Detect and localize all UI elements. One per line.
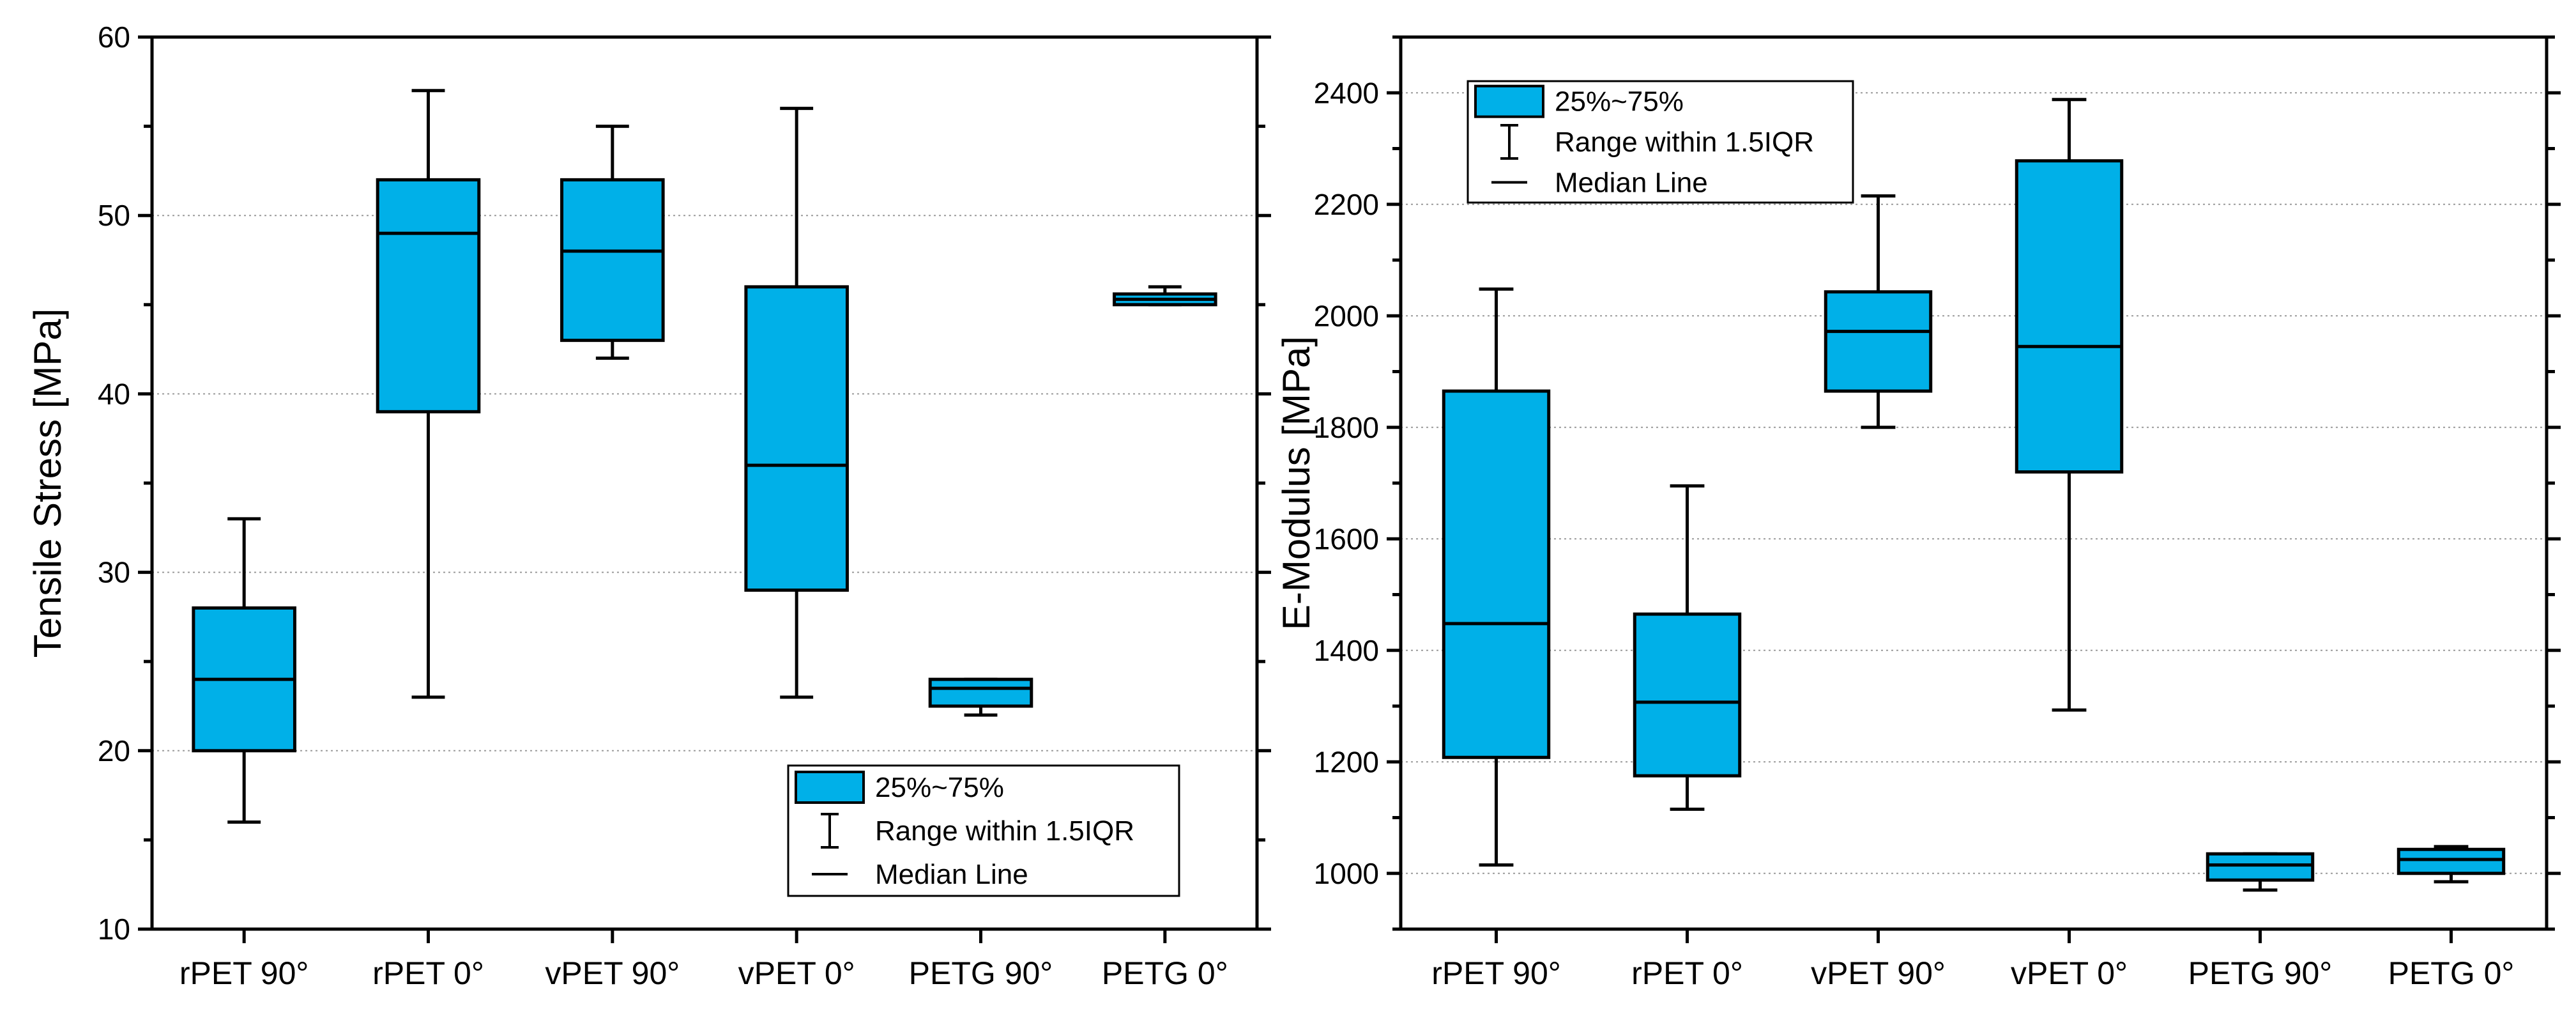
box-5 bbox=[2397, 845, 2506, 884]
y-tick-label: 2400 bbox=[1314, 76, 1379, 109]
y-tick-label: 40 bbox=[98, 377, 130, 410]
y-tick-label: 1800 bbox=[1314, 411, 1379, 444]
x-tick-label: PETG 0° bbox=[2388, 955, 2515, 991]
iqr-box bbox=[928, 677, 1033, 708]
y-axis-title: Tensile Stress [MPa] bbox=[26, 309, 69, 658]
legend: 25%~75% Range within 1.5IQR Median Line bbox=[787, 764, 1180, 897]
iqr-box bbox=[2206, 852, 2315, 882]
iqr-box bbox=[2397, 847, 2506, 875]
x-tick-label: vPET 0° bbox=[738, 955, 855, 991]
x-tick-label: PETG 0° bbox=[1102, 955, 1228, 991]
iqr-box bbox=[2015, 159, 2124, 474]
y-tick-label: 30 bbox=[98, 556, 130, 589]
box-0 bbox=[192, 517, 296, 824]
iqr-box bbox=[1442, 389, 1551, 759]
box-0 bbox=[1442, 287, 1551, 867]
x-tick-label: rPET 0° bbox=[372, 955, 484, 991]
box-1 bbox=[376, 89, 481, 699]
legend-median-label: Median Line bbox=[875, 859, 1028, 890]
x-tick-label: rPET 0° bbox=[1631, 955, 1743, 991]
x-tick-label: rPET 90° bbox=[1431, 955, 1561, 991]
iqr-box bbox=[744, 285, 849, 592]
y-tick-label: 1600 bbox=[1314, 522, 1379, 555]
box-4 bbox=[2206, 852, 2315, 892]
x-tick-label: PETG 90° bbox=[909, 955, 1053, 991]
y-axis-title: E-Modulus [MPa] bbox=[1275, 336, 1318, 630]
x-tick-label: vPET 90° bbox=[1811, 955, 1946, 991]
e-modulus-panel: 1000 1200 1400 1600 1800 2000 2200 2400 rPET 90°… bbox=[1275, 35, 2561, 991]
x-tick-label: vPET 0° bbox=[2011, 955, 2128, 991]
x-tick-label: vPET 90° bbox=[545, 955, 680, 991]
iqr-box bbox=[1824, 290, 1933, 393]
legend-box-swatch bbox=[795, 771, 865, 804]
box-2 bbox=[560, 125, 665, 360]
legend-box-swatch bbox=[1474, 84, 1544, 118]
y-tick-label: 1200 bbox=[1314, 745, 1379, 778]
iqr-box bbox=[560, 178, 665, 343]
y-tick-label: 20 bbox=[98, 734, 130, 767]
y-tick-label: 50 bbox=[98, 199, 130, 232]
legend-box-label: 25%~75% bbox=[1555, 86, 1684, 118]
tensile-stress-panel: 10 20 30 40 50 60 rPET 90° rPET 0° vPET 90° vPET … bbox=[26, 20, 1271, 991]
box-4 bbox=[928, 677, 1033, 717]
box-1 bbox=[1633, 484, 1742, 811]
box-2 bbox=[1824, 194, 1933, 429]
x-tick-label: rPET 90° bbox=[179, 955, 309, 991]
box-5 bbox=[1113, 285, 1217, 307]
y-tick-label: 2000 bbox=[1314, 299, 1379, 332]
y-tick-label: 60 bbox=[98, 20, 130, 54]
iqr-box bbox=[376, 178, 481, 413]
x-tick-label: PETG 90° bbox=[2188, 955, 2333, 991]
legend-whisker-label: Range within 1.5IQR bbox=[875, 815, 1134, 847]
legend-whisker-label: Range within 1.5IQR bbox=[1555, 127, 1814, 158]
y-tick-label: 1000 bbox=[1314, 857, 1379, 890]
box-3 bbox=[2015, 98, 2124, 712]
legend: 25%~75% Range within 1.5IQR Median Line bbox=[1467, 80, 1854, 204]
box-3 bbox=[744, 107, 849, 699]
y-tick-label: 2200 bbox=[1314, 188, 1379, 221]
y-tick-label: 10 bbox=[98, 913, 130, 946]
legend-median-label: Median Line bbox=[1555, 167, 1708, 198]
legend-box-label: 25%~75% bbox=[875, 772, 1004, 803]
iqr-box bbox=[1633, 612, 1742, 778]
y-tick-label: 1400 bbox=[1314, 634, 1379, 667]
